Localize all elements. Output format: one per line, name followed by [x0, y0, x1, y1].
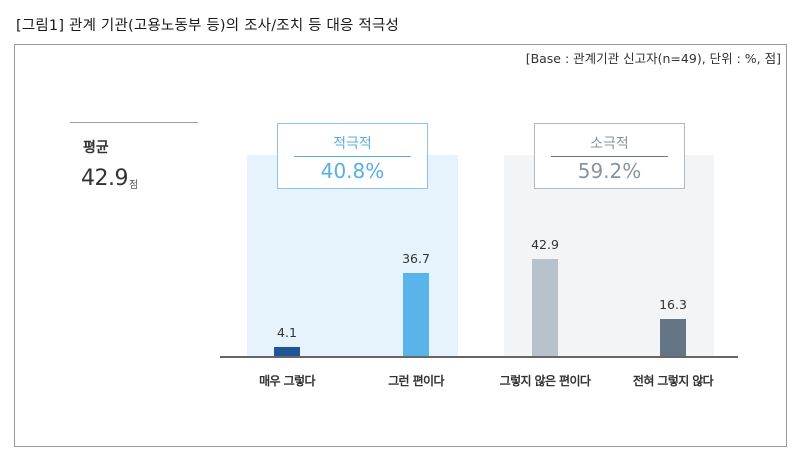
category-label: 그렇지 않은 편이다: [499, 374, 591, 388]
bar-value-label: 4.1: [277, 325, 297, 340]
bar: [660, 319, 686, 356]
x-axis-baseline: [220, 356, 738, 358]
group-divider: [551, 156, 668, 157]
average-label: 평균: [83, 140, 109, 156]
category-label: 그런 편이다: [388, 374, 444, 388]
group-percent: 40.8%: [320, 159, 385, 183]
bar-value-label: 42.9: [531, 237, 559, 252]
category-label: 매우 그렇다: [259, 374, 315, 388]
base-note: [Base : 관계기관 신고자(n=49), 단위 : %, 점]: [525, 51, 781, 66]
group-divider: [294, 156, 411, 157]
bar: [403, 273, 429, 356]
average-value: 42.9: [81, 166, 128, 191]
group-name: 적극적: [333, 136, 372, 152]
negative-group-summary: 소극적 59.2%: [534, 123, 685, 189]
figure-title: [그림1] 관계 기관(고용노동부 등)의 조사/조치 등 대응 적극성: [16, 18, 400, 34]
bar: [532, 259, 558, 356]
average-divider: [70, 122, 198, 123]
bar: [274, 347, 300, 356]
positive-group-summary: 적극적 40.8%: [277, 123, 428, 189]
group-percent: 59.2%: [577, 159, 642, 183]
bar-value-label: 16.3: [659, 297, 687, 312]
bar-value-label: 36.7: [402, 251, 430, 266]
group-name: 소극적: [590, 136, 629, 152]
category-label: 전혀 그렇지 않다: [632, 374, 714, 388]
average-unit: 점: [129, 180, 139, 191]
